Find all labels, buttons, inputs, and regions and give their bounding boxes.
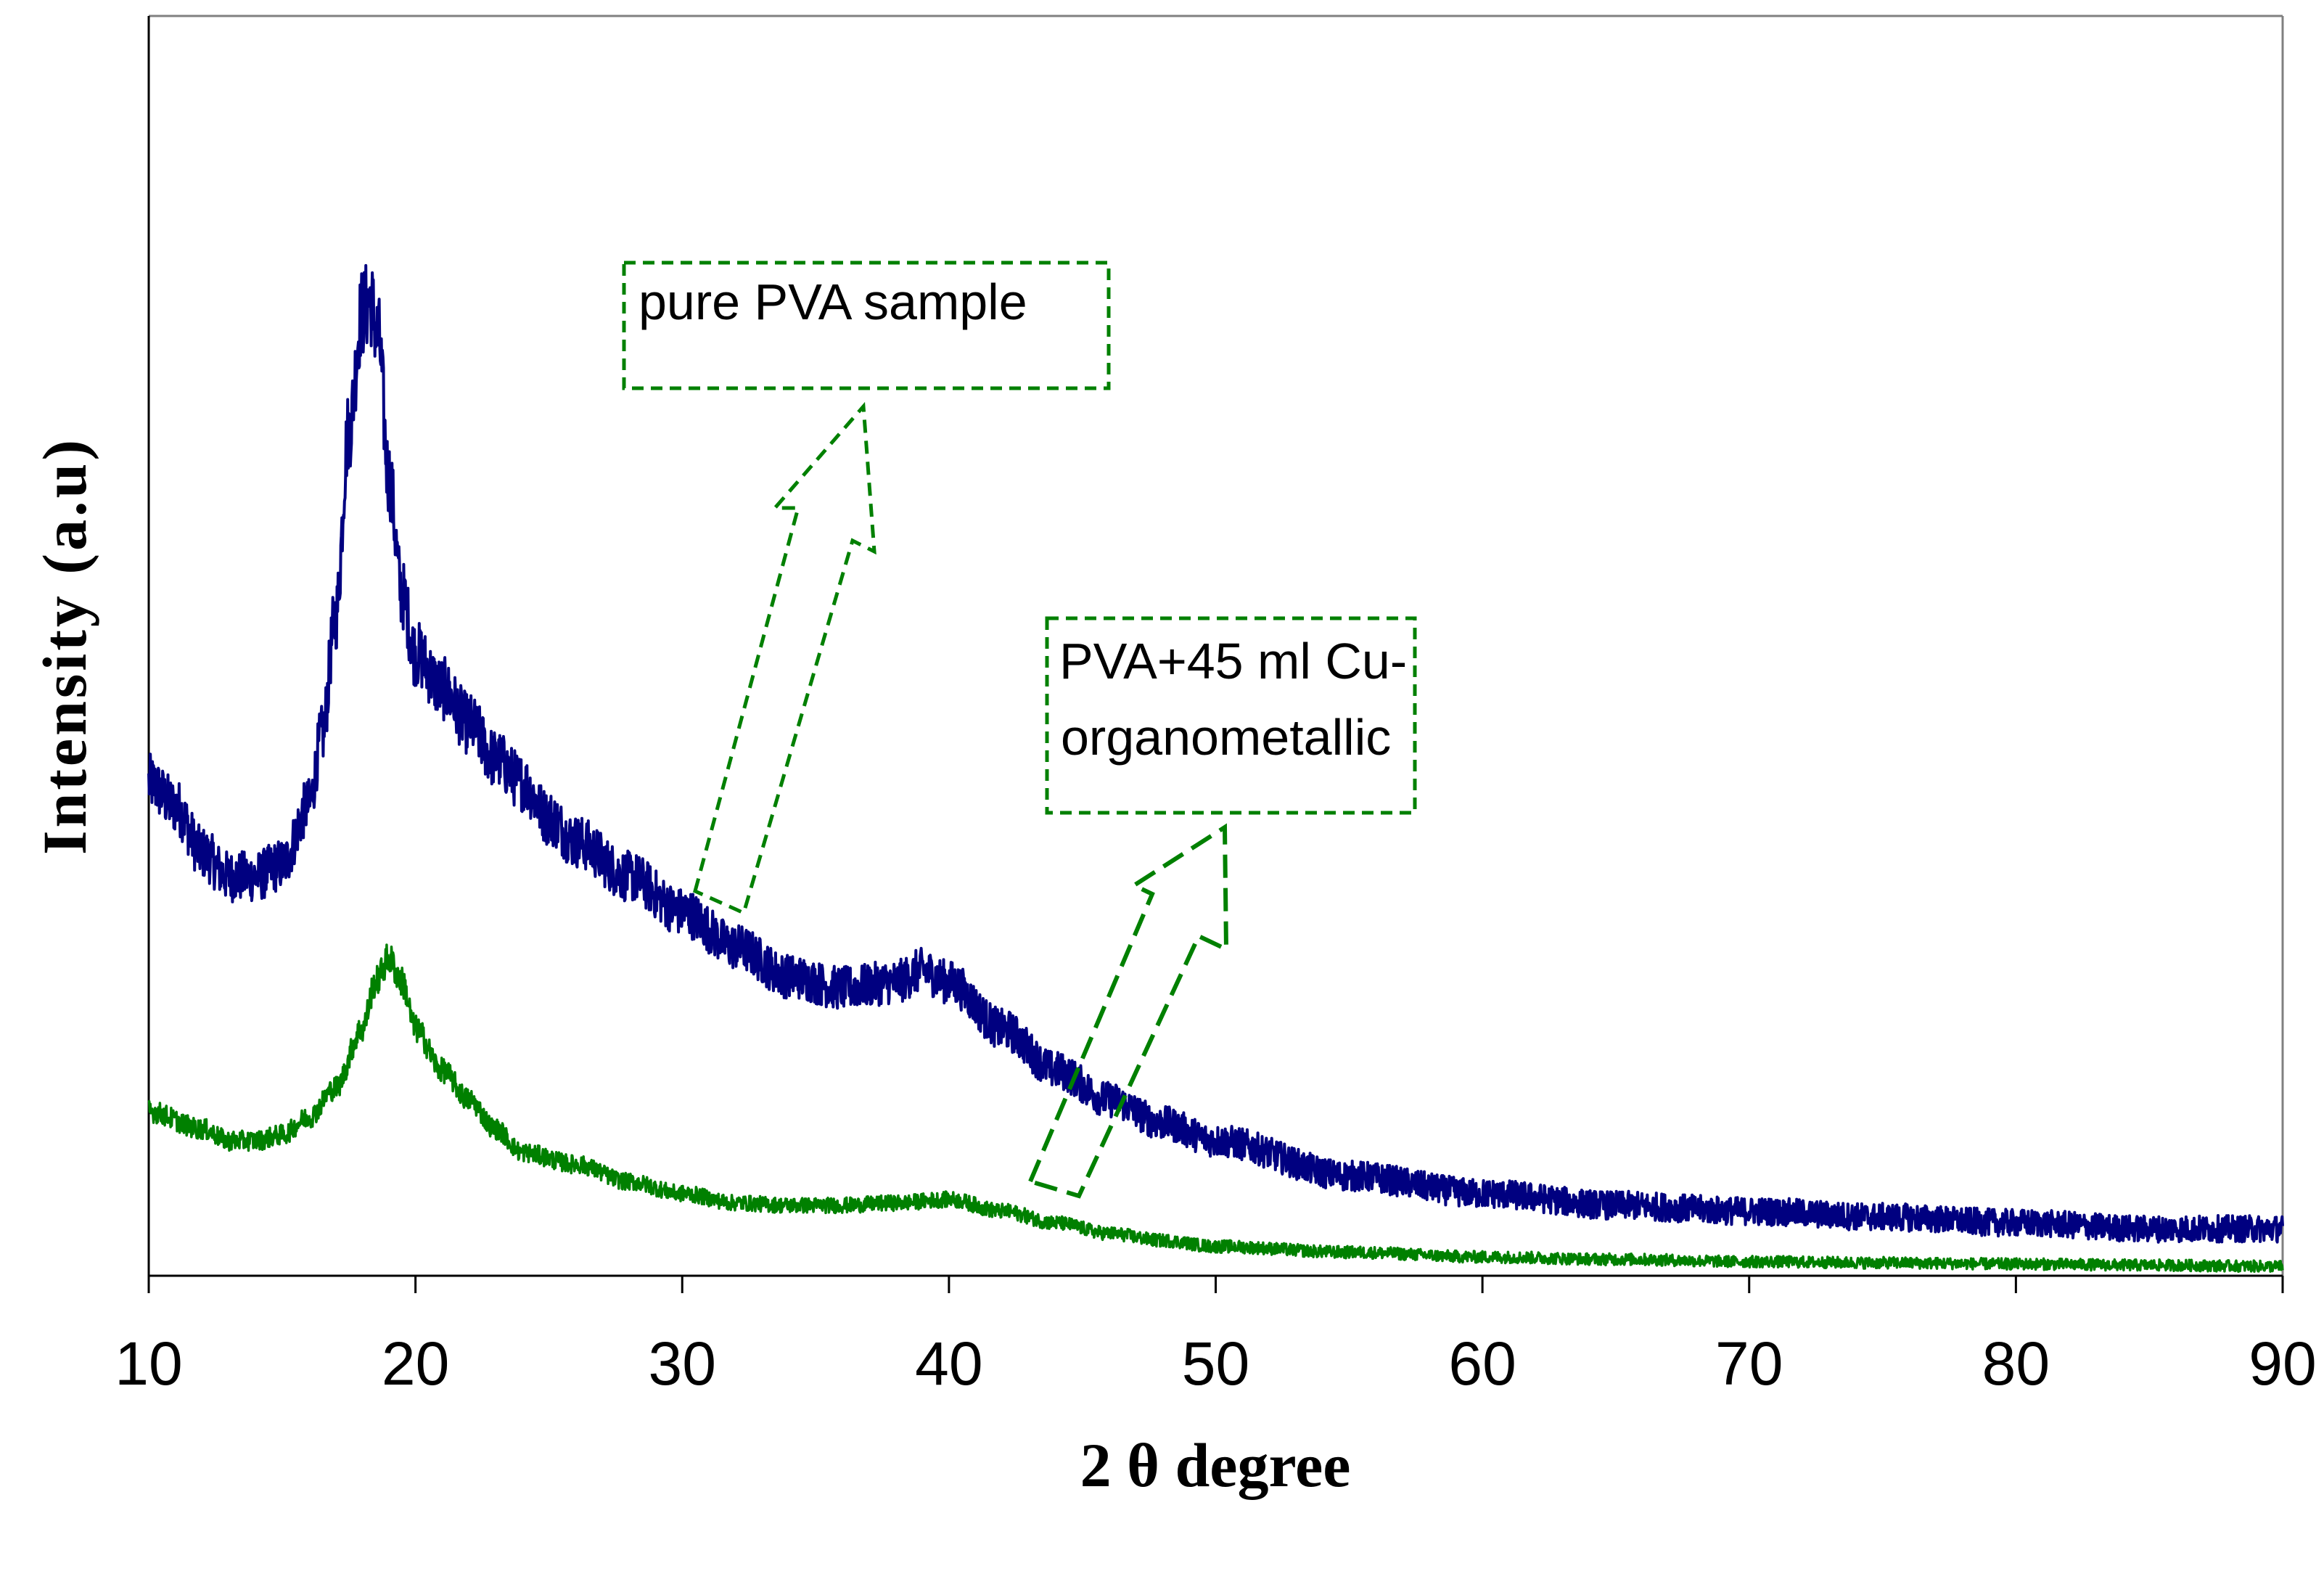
annotation-pva-cu-box bbox=[1045, 616, 1417, 815]
x-tick-label: 50 bbox=[1182, 1329, 1249, 1398]
x-tick-label: 70 bbox=[1715, 1329, 1783, 1398]
annotation-pure-pva-arrow bbox=[693, 401, 876, 916]
annotation-pure-pva-box bbox=[622, 261, 1111, 390]
annotation-pva-cu: PVA+45 ml Cu- organometallic bbox=[1027, 616, 1417, 1199]
x-ticks-group: 10 20 30 40 50 60 70 80 90 bbox=[115, 1276, 2317, 1398]
x-tick-label: 30 bbox=[649, 1329, 716, 1398]
x-axis-title: 2 θ degree bbox=[1080, 1430, 1351, 1500]
series-line-pva-cu bbox=[147, 943, 2284, 1274]
x-tick-label: 10 bbox=[115, 1329, 182, 1398]
series-layer bbox=[147, 263, 2284, 1274]
annotation-pva-cu-line-2: organometallic bbox=[1061, 709, 1391, 766]
annotation-pure-pva: pure PVA sample bbox=[622, 261, 1111, 916]
x-tick-label: 40 bbox=[915, 1329, 982, 1398]
series-line-pure-pva bbox=[147, 263, 2284, 1244]
annotation-pure-pva-label: pure PVA sample bbox=[639, 274, 1027, 330]
annotation-pva-cu-arrow bbox=[1027, 823, 1229, 1199]
x-tick-label: 60 bbox=[1448, 1329, 1516, 1398]
x-tick-label: 80 bbox=[1982, 1329, 2050, 1398]
x-tick-label: 90 bbox=[2249, 1329, 2316, 1398]
y-axis-title: Intensity (a.u) bbox=[30, 437, 99, 855]
x-tick-label: 20 bbox=[382, 1329, 449, 1398]
annotation-pva-cu-line-1: PVA+45 ml Cu- bbox=[1059, 633, 1407, 689]
